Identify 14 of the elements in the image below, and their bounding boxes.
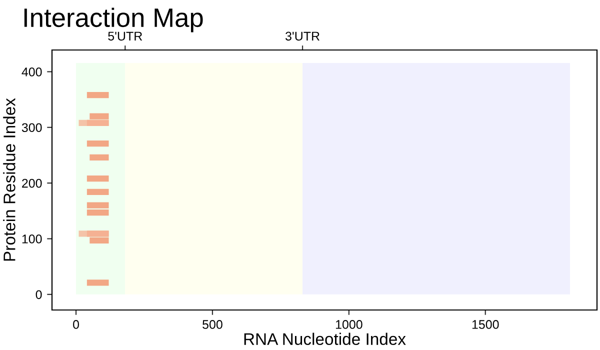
y-tick-label: 400 xyxy=(22,68,42,76)
chart-title: Interaction Map xyxy=(24,8,203,32)
y-axis-title: Protein Residue Index xyxy=(3,98,16,261)
x-axis-title: RNA Nucleotide Index xyxy=(244,332,406,346)
x-tick-label: 1000 xyxy=(336,320,362,329)
y-tick-label: 0 xyxy=(36,290,42,300)
y-tick-label: 100 xyxy=(22,234,42,244)
y-tick-label: 300 xyxy=(22,123,42,132)
band-label: 3'UTR xyxy=(285,32,320,41)
x-tick-label: 1500 xyxy=(472,320,499,329)
x-tick-label: 0 xyxy=(73,320,80,329)
x-tick-label: 500 xyxy=(202,320,222,329)
y-tick-label: 200 xyxy=(22,178,42,188)
band-label: 5'UTR xyxy=(108,32,142,41)
